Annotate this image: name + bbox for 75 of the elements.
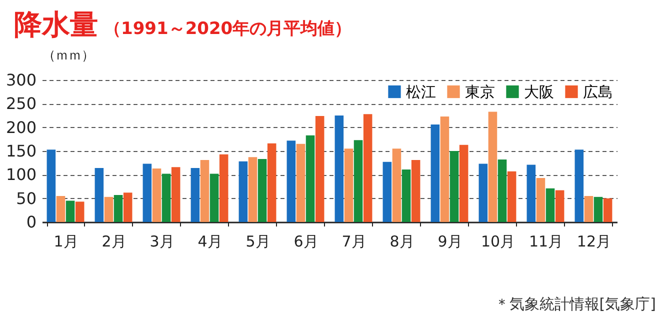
bar [114, 195, 123, 222]
x-tick-label: 7月 [342, 232, 366, 250]
bar [315, 116, 324, 222]
bar [94, 168, 104, 222]
bar [382, 162, 392, 222]
bar [440, 116, 450, 222]
legend-label: 大阪 [524, 82, 554, 101]
y-tick-label: 300 [6, 70, 36, 90]
bar [190, 168, 200, 222]
bar [478, 164, 488, 222]
bar [267, 143, 276, 222]
bar [594, 196, 603, 222]
bar [123, 192, 132, 222]
bar [536, 178, 546, 222]
bar [546, 188, 555, 222]
bar [450, 151, 459, 222]
bar [555, 190, 564, 222]
bar [334, 116, 344, 222]
bar [411, 160, 420, 222]
bar [171, 167, 180, 222]
bar [603, 198, 612, 222]
x-tick-label: 12月 [576, 232, 612, 250]
bar [152, 168, 162, 222]
bar [296, 144, 306, 222]
bar [219, 154, 228, 222]
legend-label: 東京 [465, 82, 495, 101]
bar [46, 150, 56, 222]
bar [488, 112, 498, 222]
bar [430, 124, 440, 222]
bar [66, 200, 75, 222]
x-tick-label: 11月 [528, 232, 564, 250]
bar [248, 157, 258, 222]
x-tick-label: 10月 [480, 232, 516, 250]
x-tick-label: 8月 [390, 232, 414, 250]
bar [200, 160, 210, 222]
bar [459, 144, 468, 222]
bar [306, 135, 315, 222]
x-tick-label: 2月 [102, 232, 126, 250]
bar [142, 164, 152, 222]
bar [104, 196, 114, 222]
bar [526, 164, 536, 222]
chart-title: 降水量 [14, 8, 98, 41]
bar [584, 196, 594, 222]
x-tick-label: 3月 [150, 232, 174, 250]
y-tick-label: 150 [6, 142, 36, 160]
bar [363, 114, 372, 222]
y-axis-title: （ｍｍ） [42, 48, 94, 64]
bar [286, 140, 296, 222]
bar [162, 174, 171, 222]
x-tick-label: 5月 [246, 232, 270, 250]
bar [392, 148, 402, 222]
bar [498, 160, 507, 222]
y-tick-label: 100 [6, 165, 36, 184]
x-tick-label: 1月 [54, 232, 78, 250]
y-tick-label: 0 [26, 212, 36, 232]
bar [507, 171, 516, 222]
y-tick-label: 50 [16, 188, 36, 208]
bar [210, 174, 219, 222]
x-tick-label: 6月 [294, 232, 318, 250]
bar [238, 161, 248, 222]
y-tick-label: 200 [6, 118, 36, 137]
text: ＊気象統計情報[気象庁] [494, 295, 656, 314]
bar [574, 150, 584, 222]
bar [344, 148, 354, 222]
legend-label: 松江 [406, 82, 436, 101]
y-tick-label: 250 [6, 94, 36, 114]
bar [402, 169, 411, 222]
x-tick-label: 9月 [438, 232, 462, 250]
chart-subtitle: （1991～2020年の月平均値） [104, 19, 352, 39]
bar [56, 196, 66, 222]
bar [354, 140, 363, 222]
bar [258, 159, 267, 222]
bar [75, 202, 84, 222]
legend-label: 広島 [583, 82, 613, 101]
x-tick-label: 4月 [198, 232, 222, 250]
